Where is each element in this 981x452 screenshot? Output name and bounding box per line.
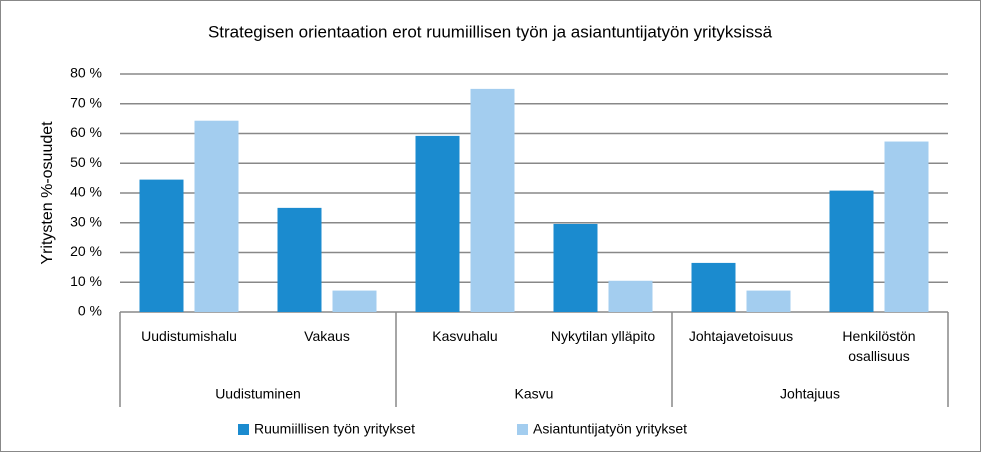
bar (470, 88, 515, 312)
y-axis-label: Yritysten %-osuudet (39, 121, 56, 265)
y-tick-label: 20 % (70, 243, 102, 259)
bar (691, 262, 736, 312)
legend-label: Ruumiillisen työn yritykset (254, 421, 415, 437)
bar (277, 207, 322, 312)
x-tick-label: Uudistumishalu (141, 328, 237, 344)
y-tick-label: 30 % (70, 213, 102, 229)
group-label: Kasvu (515, 386, 554, 402)
x-tick-label: Johtajavetoisuus (688, 328, 794, 344)
x-tick-label: Henkilöstön osallisuus (842, 328, 916, 364)
bar (553, 223, 598, 312)
x-tick-label: Kasvuhalu (432, 328, 498, 344)
legend-swatch (517, 424, 528, 435)
x-tick-label: Nykytilan ylläpito (550, 328, 656, 344)
group-label: Johtajuus (780, 386, 840, 402)
x-tick-label: Vakaus (304, 328, 350, 344)
y-tick-label: 50 % (70, 154, 102, 170)
legend-swatch (238, 424, 249, 435)
chart-title: Strategisen orientaation erot ruumiillis… (208, 22, 773, 41)
y-tick-label: 70 % (70, 94, 102, 110)
bar (829, 190, 874, 312)
group-label: Uudistuminen (215, 386, 301, 402)
bar (139, 179, 184, 312)
bar (884, 141, 929, 312)
bar (194, 120, 239, 313)
y-tick-label: 80 % (70, 65, 102, 81)
bar (746, 290, 791, 312)
bar (415, 135, 460, 312)
y-tick-label: 40 % (70, 184, 102, 200)
bar (332, 290, 377, 312)
legend-label: Asiantuntijatyön yritykset (533, 421, 687, 437)
y-tick-label: 60 % (70, 124, 102, 140)
bar (608, 280, 653, 312)
y-tick-label: 0 % (78, 303, 102, 319)
y-tick-label: 10 % (70, 273, 102, 289)
